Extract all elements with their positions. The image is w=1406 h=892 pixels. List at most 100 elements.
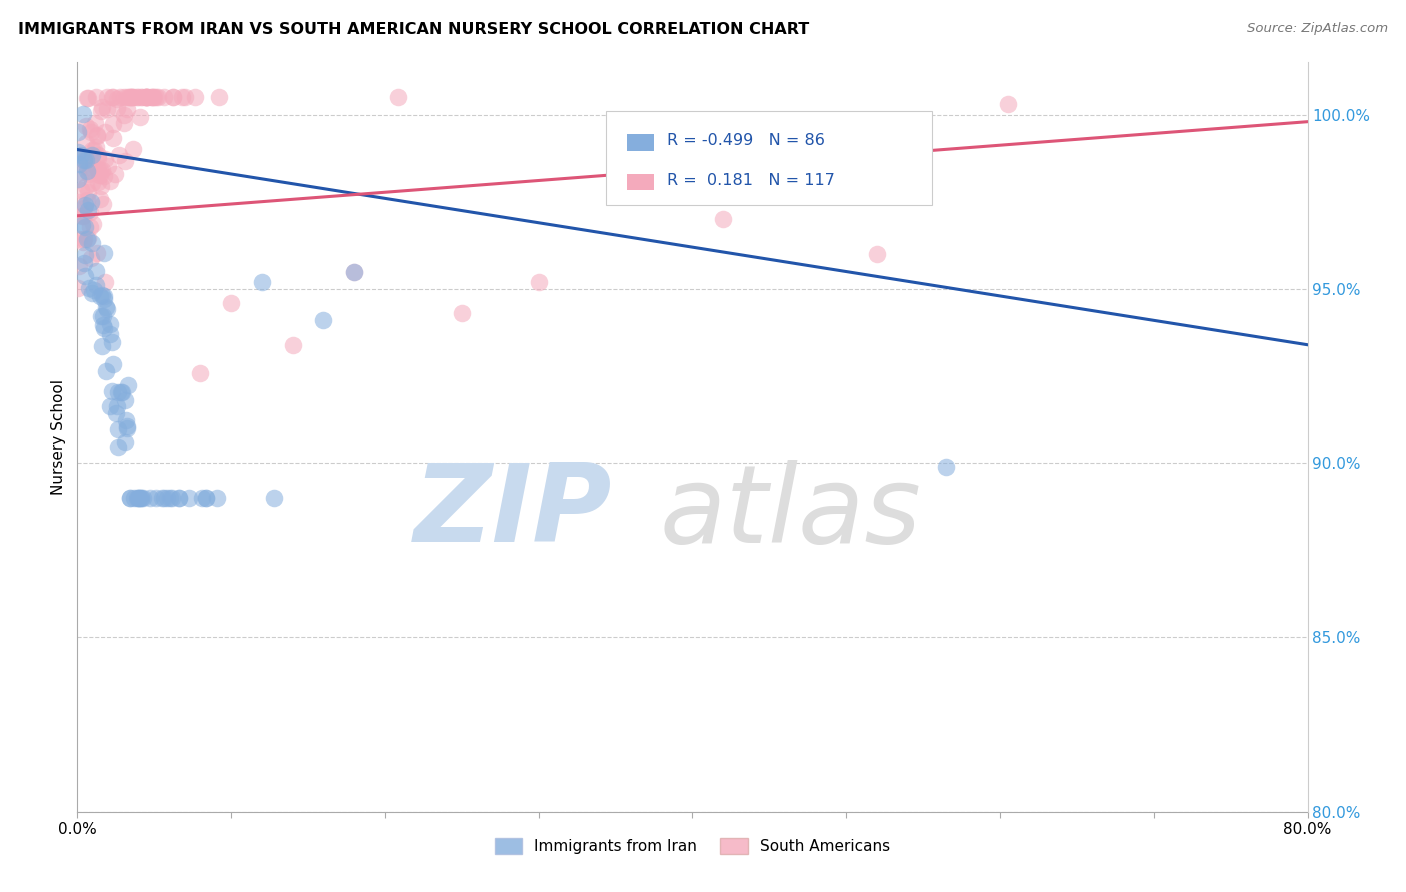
Point bbox=[103, 357, 125, 371]
Point bbox=[84, 264, 107, 278]
Point bbox=[96, 301, 118, 316]
Point bbox=[107, 440, 129, 454]
Point bbox=[97, 159, 120, 173]
Point bbox=[135, 90, 157, 104]
Point bbox=[108, 90, 131, 104]
Point bbox=[114, 392, 136, 407]
Point bbox=[160, 491, 183, 505]
Point bbox=[139, 491, 162, 505]
Point bbox=[115, 413, 138, 427]
Point bbox=[82, 143, 104, 157]
Point bbox=[387, 90, 409, 104]
Point bbox=[104, 406, 127, 420]
Point bbox=[89, 192, 111, 206]
Point bbox=[115, 90, 138, 104]
Point bbox=[70, 152, 93, 166]
Point bbox=[76, 160, 98, 174]
Point bbox=[93, 288, 115, 302]
Point bbox=[72, 107, 94, 121]
Text: Source: ZipAtlas.com: Source: ZipAtlas.com bbox=[1247, 22, 1388, 36]
Point bbox=[96, 103, 118, 117]
Point bbox=[67, 166, 90, 180]
Point bbox=[89, 288, 111, 302]
Point bbox=[110, 384, 132, 399]
Point bbox=[67, 259, 90, 273]
Point bbox=[150, 491, 173, 505]
Point bbox=[135, 90, 157, 104]
Point bbox=[250, 275, 273, 289]
Point bbox=[73, 208, 96, 222]
Point bbox=[75, 119, 97, 133]
Point bbox=[312, 313, 335, 327]
Point bbox=[80, 251, 103, 265]
Point bbox=[143, 90, 166, 104]
Point bbox=[94, 125, 117, 139]
Point bbox=[112, 90, 135, 104]
Point bbox=[131, 90, 153, 104]
Point bbox=[343, 264, 366, 278]
Point bbox=[82, 217, 104, 231]
Point bbox=[89, 168, 111, 182]
Point bbox=[105, 399, 128, 413]
Point bbox=[75, 248, 97, 262]
Point bbox=[86, 246, 108, 260]
Point bbox=[93, 293, 115, 307]
Point bbox=[90, 178, 112, 193]
Point bbox=[77, 185, 100, 199]
Point bbox=[122, 142, 145, 156]
Point bbox=[194, 491, 217, 505]
Legend: Immigrants from Iran, South Americans: Immigrants from Iran, South Americans bbox=[489, 832, 896, 860]
Point bbox=[205, 491, 228, 505]
Point bbox=[935, 459, 957, 474]
Point bbox=[194, 491, 217, 505]
Point bbox=[73, 219, 96, 234]
Point bbox=[711, 212, 734, 227]
Point bbox=[118, 90, 141, 104]
Y-axis label: Nursery School: Nursery School bbox=[51, 379, 66, 495]
Point bbox=[76, 193, 98, 207]
Point bbox=[101, 90, 124, 104]
Point bbox=[127, 491, 149, 505]
Point bbox=[67, 157, 90, 171]
Point bbox=[80, 286, 103, 301]
Point bbox=[145, 90, 167, 104]
Point bbox=[94, 275, 117, 289]
Point bbox=[162, 90, 184, 104]
Point bbox=[82, 157, 104, 171]
Point bbox=[93, 245, 115, 260]
Point bbox=[281, 337, 304, 351]
Point bbox=[83, 283, 105, 297]
Point bbox=[122, 90, 145, 104]
Point bbox=[117, 378, 139, 392]
Point bbox=[98, 174, 121, 188]
Point bbox=[72, 153, 94, 167]
Point bbox=[107, 385, 129, 400]
Point bbox=[94, 364, 117, 378]
Point bbox=[70, 219, 93, 233]
Point bbox=[136, 90, 159, 104]
Point bbox=[114, 116, 136, 130]
Point bbox=[93, 320, 115, 334]
Point bbox=[132, 491, 155, 505]
Point bbox=[70, 209, 93, 223]
Point bbox=[129, 90, 152, 104]
Point bbox=[80, 235, 103, 250]
Point bbox=[72, 232, 94, 246]
Point bbox=[105, 101, 128, 115]
Point bbox=[73, 256, 96, 270]
Point bbox=[90, 100, 112, 114]
FancyBboxPatch shape bbox=[627, 134, 654, 151]
Point bbox=[70, 148, 93, 162]
Point bbox=[73, 201, 96, 215]
Point bbox=[75, 179, 97, 194]
Point bbox=[343, 264, 366, 278]
Point bbox=[93, 152, 115, 166]
Point bbox=[120, 491, 142, 505]
Point bbox=[77, 167, 100, 181]
Point bbox=[76, 91, 98, 105]
Point bbox=[90, 104, 112, 119]
Point bbox=[77, 281, 100, 295]
Point bbox=[111, 384, 134, 399]
Point bbox=[93, 169, 115, 183]
Point bbox=[107, 422, 129, 436]
